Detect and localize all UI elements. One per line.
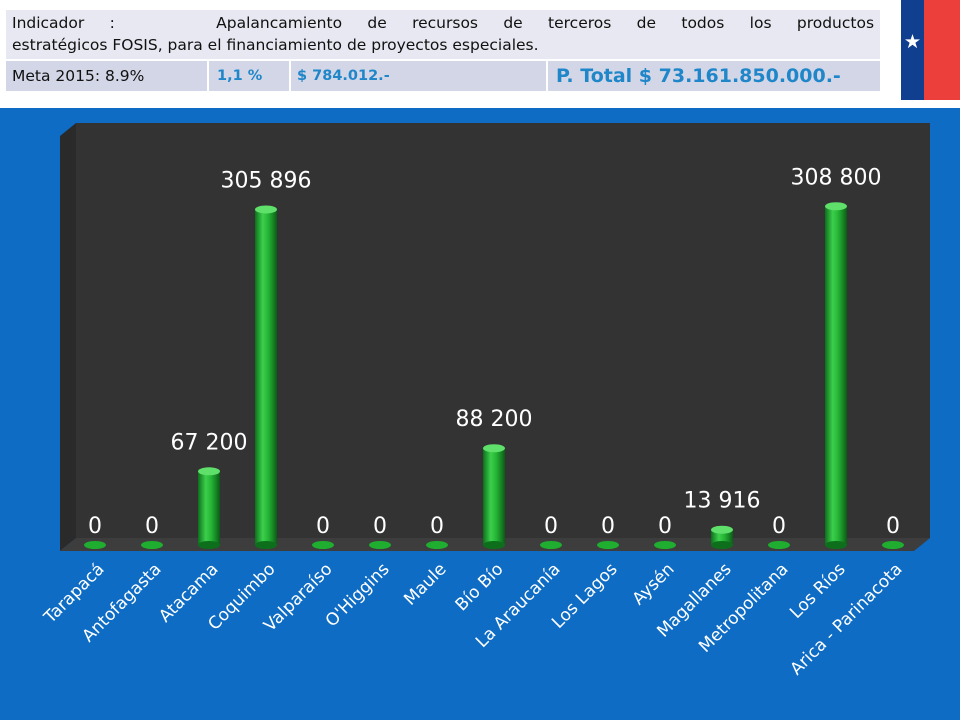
data-label: 0: [772, 514, 786, 539]
bar-top: [483, 444, 505, 453]
plot-left-wall: [60, 123, 76, 551]
bar-5: [312, 541, 334, 549]
plot-back-wall: [76, 123, 930, 538]
data-label: 0: [544, 514, 558, 539]
data-label: 67 200: [171, 430, 248, 455]
data-label: 88 200: [456, 407, 533, 432]
bar-base: [198, 541, 220, 549]
bar-base: [255, 541, 277, 549]
meta-label: Meta 2015: 8.9%: [6, 59, 209, 91]
bar-body: [711, 529, 733, 545]
achieved-amount: $ 784.012.-: [290, 59, 548, 91]
bar-15: [882, 541, 904, 549]
bar-zero-disc: [768, 541, 790, 549]
data-label: 0: [658, 514, 672, 539]
meta-row: Meta 2015: 8.9% 1,1 % $ 784.012.- P. Tot…: [6, 59, 881, 91]
bar-zero-disc: [654, 541, 676, 549]
indicator-table: Indicador : Apalancamiento de recursos d…: [6, 10, 881, 91]
bar-14: [825, 202, 847, 549]
bar-1: [84, 541, 106, 549]
bar-body: [825, 206, 847, 545]
bar-body: [483, 448, 505, 545]
bar-body: [255, 209, 277, 546]
bar-base: [825, 541, 847, 549]
bar-zero-disc: [426, 541, 448, 549]
bar-chart: 0 0 67 200 305 896 0 0 0 88 200 0 0 0 13 916 0 308 80…: [40, 123, 930, 679]
bar-3: [198, 467, 220, 549]
bar-top: [711, 525, 733, 534]
bar-top: [198, 467, 220, 476]
data-label: 13 916: [684, 489, 761, 514]
bar-zero-disc: [540, 541, 562, 549]
bar-4: [255, 205, 277, 549]
bar-8: [483, 444, 505, 549]
bar-11: [654, 541, 676, 549]
bar-base: [711, 541, 733, 549]
bar-top: [825, 202, 847, 211]
bar-zero-disc: [597, 541, 619, 549]
category-label: Bío Bío: [452, 559, 508, 615]
data-label: 0: [886, 514, 900, 539]
category-label: Arica - Parinacota: [787, 559, 907, 679]
total-budget: P. Total $ 73.161.850.000.-: [547, 59, 881, 91]
data-label: 0: [601, 514, 615, 539]
bar-7: [426, 541, 448, 549]
indicator-line-2: estratégicos FOSIS, para el financiamien…: [12, 36, 539, 54]
data-label: 0: [373, 514, 387, 539]
bar-zero-disc: [141, 541, 163, 549]
bar-zero-disc: [312, 541, 334, 549]
bar-10: [597, 541, 619, 549]
bar-base: [483, 541, 505, 549]
bars-group: [84, 202, 904, 549]
bar-top: [255, 205, 277, 214]
achieved-percent: 1,1 %: [208, 59, 291, 91]
bar-zero-disc: [369, 541, 391, 549]
data-label: 0: [430, 514, 444, 539]
data-labels-group: 0 0 67 200 305 896 0 0 0 88 200 0 0 0 13 916 0 308 80…: [88, 165, 900, 539]
bar-zero-disc: [84, 541, 106, 549]
chile-flag-icon: [886, 0, 960, 104]
bar-body: [198, 471, 220, 545]
data-label: 305 896: [221, 168, 312, 193]
data-label: 0: [88, 514, 102, 539]
category-labels-group: TarapacáAntofagastaAtacamaCoquimboValpar…: [40, 559, 907, 679]
data-label: 0: [316, 514, 330, 539]
category-label: Aysén: [629, 559, 679, 609]
indicator-row: Indicador : Apalancamiento de recursos d…: [6, 10, 881, 60]
category-label: Maule: [400, 559, 450, 609]
bar-2: [141, 541, 163, 549]
bar-6: [369, 541, 391, 549]
data-label: 308 800: [791, 165, 882, 190]
bar-zero-disc: [882, 541, 904, 549]
bar-12: [711, 525, 733, 549]
bar-13: [768, 541, 790, 549]
data-label: 0: [145, 514, 159, 539]
bar-9: [540, 541, 562, 549]
indicator-description: Indicador : Apalancamiento de recursos d…: [6, 10, 881, 60]
indicator-line-1: Indicador : Apalancamiento de recursos d…: [12, 14, 875, 32]
